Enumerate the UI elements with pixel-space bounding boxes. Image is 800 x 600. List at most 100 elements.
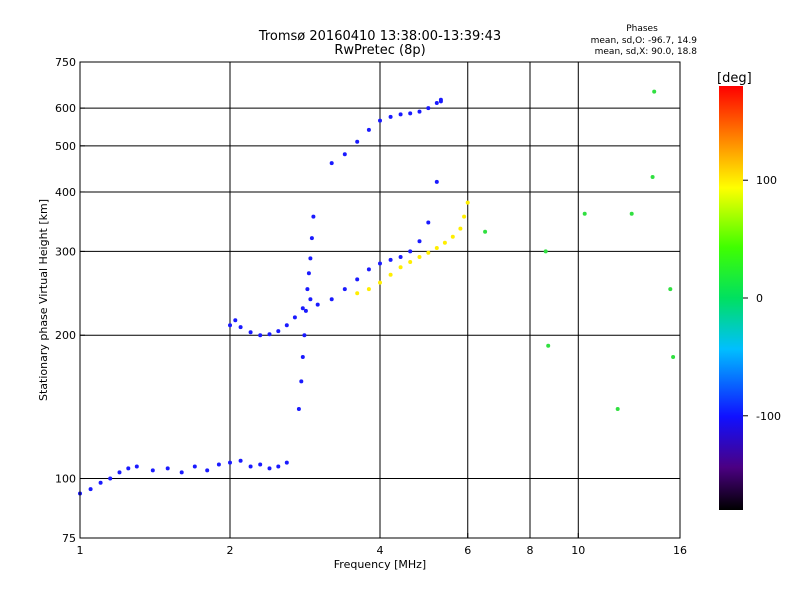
data-point [308, 256, 313, 261]
data-point [150, 468, 155, 473]
data-point [228, 323, 232, 328]
x-tick-label: 1 [77, 544, 84, 557]
data-point [438, 97, 443, 102]
colorbar-tick-label: 100 [756, 174, 777, 187]
data-point [248, 330, 253, 335]
data-point [465, 200, 470, 205]
data-point [228, 460, 232, 465]
data-point [302, 333, 307, 338]
data-point [355, 139, 360, 144]
data-point [434, 246, 439, 250]
y-tick-label: 100 [55, 473, 76, 486]
y-axis: 75 100 200 300 400 500 600 750 [55, 56, 85, 545]
data-point [417, 255, 422, 259]
data-point [378, 280, 382, 285]
data-point [233, 318, 238, 323]
data-point [258, 333, 263, 338]
y-axis-label: Stationary phase Virtual Height [km] [37, 199, 50, 401]
data-point [671, 355, 676, 359]
chart-title: Tromsø 20160410 13:38:00-13:39:43 [258, 29, 501, 44]
phase-info-x-mode: mean, sd,X: 90.0, 18.8 [595, 47, 698, 57]
data-point [311, 214, 316, 219]
data-point [450, 234, 455, 239]
data-point [398, 112, 403, 117]
data-point [426, 220, 431, 225]
data-point [238, 458, 243, 463]
data-point [458, 226, 463, 231]
data-point [248, 464, 253, 469]
chart-subtitle: RwPretec (8p) [334, 43, 425, 58]
data-point [299, 379, 304, 384]
data-point [98, 480, 103, 485]
y-tick-label: 750 [55, 56, 76, 69]
data-point [408, 111, 413, 116]
data-point [315, 302, 320, 307]
data-point [276, 329, 281, 334]
data-point [417, 109, 422, 114]
data-point [668, 287, 673, 292]
y-tick-label: 300 [55, 245, 76, 258]
data-point [309, 236, 314, 241]
data-point [388, 272, 393, 277]
data-point [267, 466, 272, 471]
data-point [366, 127, 371, 132]
data-point [284, 460, 289, 465]
data-point [284, 323, 289, 328]
phase-info-o-mode: mean, sd,O: -96.7, 14.9 [591, 36, 698, 46]
data-point [408, 249, 413, 254]
data-point [276, 464, 281, 469]
colorbar-tick-label: -100 [756, 410, 781, 423]
y-tick-label: 400 [55, 186, 76, 199]
data-point [238, 325, 243, 330]
data-point [462, 214, 467, 219]
data-point [296, 407, 301, 411]
data-point [378, 261, 382, 266]
data-point [134, 464, 139, 469]
data-point [366, 267, 371, 272]
colorbar-label: [deg] [717, 71, 752, 86]
data-point [292, 315, 297, 320]
data-point [417, 239, 422, 244]
data-point [126, 466, 131, 471]
x-tick-label: 8 [527, 544, 534, 557]
data-point [306, 271, 311, 276]
data-point [329, 161, 334, 166]
data-point [165, 466, 170, 471]
colorbar-tick-label: 0 [756, 292, 763, 305]
x-tick-label: 6 [464, 544, 471, 557]
data-point [388, 257, 393, 262]
data-point [267, 332, 272, 337]
data-point [398, 255, 403, 259]
data-point [426, 106, 431, 111]
data-point [629, 211, 634, 216]
data-point [378, 118, 382, 123]
data-point [88, 487, 93, 492]
x-axis-label: Frequency [MHz] [334, 558, 426, 571]
data-point [582, 211, 587, 216]
data-point [258, 462, 263, 467]
data-point [192, 464, 197, 469]
data-point [355, 277, 360, 282]
y-tick-label: 500 [55, 140, 76, 153]
data-point [483, 229, 488, 234]
data-point [108, 476, 113, 481]
data-point [546, 343, 551, 348]
data-point [615, 407, 620, 411]
data-point [117, 470, 122, 475]
data-point [300, 306, 305, 311]
data-point [355, 291, 360, 296]
data-point [398, 265, 403, 270]
data-point [303, 308, 308, 313]
x-tick-label: 4 [377, 544, 384, 557]
data-point [650, 175, 655, 179]
colorbar-ticks: 100 0 -100 [743, 174, 781, 423]
data-point [652, 89, 657, 94]
data-point [388, 114, 393, 119]
x-axis: 1 2 4 6 8 10 16 [77, 533, 687, 557]
data-point [442, 240, 447, 245]
data-point [543, 249, 548, 254]
data-point [305, 287, 310, 292]
data-point [300, 355, 305, 359]
